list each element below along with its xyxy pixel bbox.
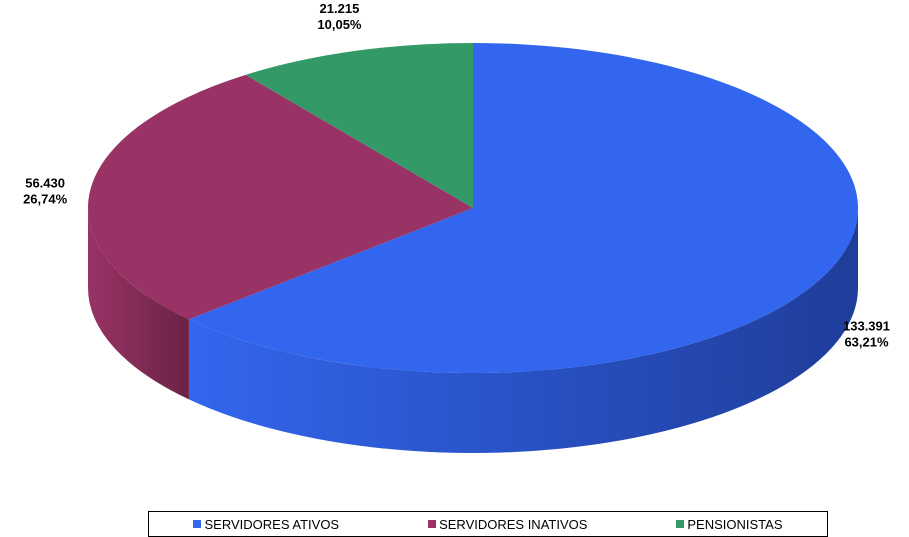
data-label-value: 21.215 — [320, 1, 360, 16]
legend-swatch — [428, 520, 437, 528]
data-label-value: 56.430 — [25, 176, 65, 191]
pie-slice-2 — [245, 43, 473, 208]
data-label-percent: 10,05% — [317, 17, 362, 32]
legend-item-pensionistas: PENSIONISTAS — [676, 516, 783, 532]
legend-swatch — [676, 520, 685, 528]
legend: SERVIDORES ATIVOS SERVIDORES INATIVOS PE… — [148, 511, 828, 537]
pie-slice-0 — [188, 43, 858, 373]
legend-label: SERVIDORES ATIVOS — [204, 516, 340, 532]
data-label-percent: 26,74% — [23, 192, 68, 207]
pie-side-0 — [188, 208, 858, 453]
legend-item-inativos: SERVIDORES INATIVOS — [428, 517, 587, 532]
legend-label: PENSIONISTAS — [687, 516, 783, 532]
data-label-percent: 63,21% — [844, 335, 889, 350]
pie-sides — [88, 208, 858, 453]
pie-tops — [88, 43, 858, 373]
legend-label: SERVIDORES INATIVOS — [439, 516, 588, 532]
legend-swatch — [193, 520, 202, 528]
data-label-value: 133.391 — [843, 319, 890, 334]
pie-side-1 — [88, 208, 189, 400]
legend-item-ativos: SERVIDORES ATIVOS — [193, 517, 339, 532]
pie-slice-1 — [88, 74, 474, 320]
